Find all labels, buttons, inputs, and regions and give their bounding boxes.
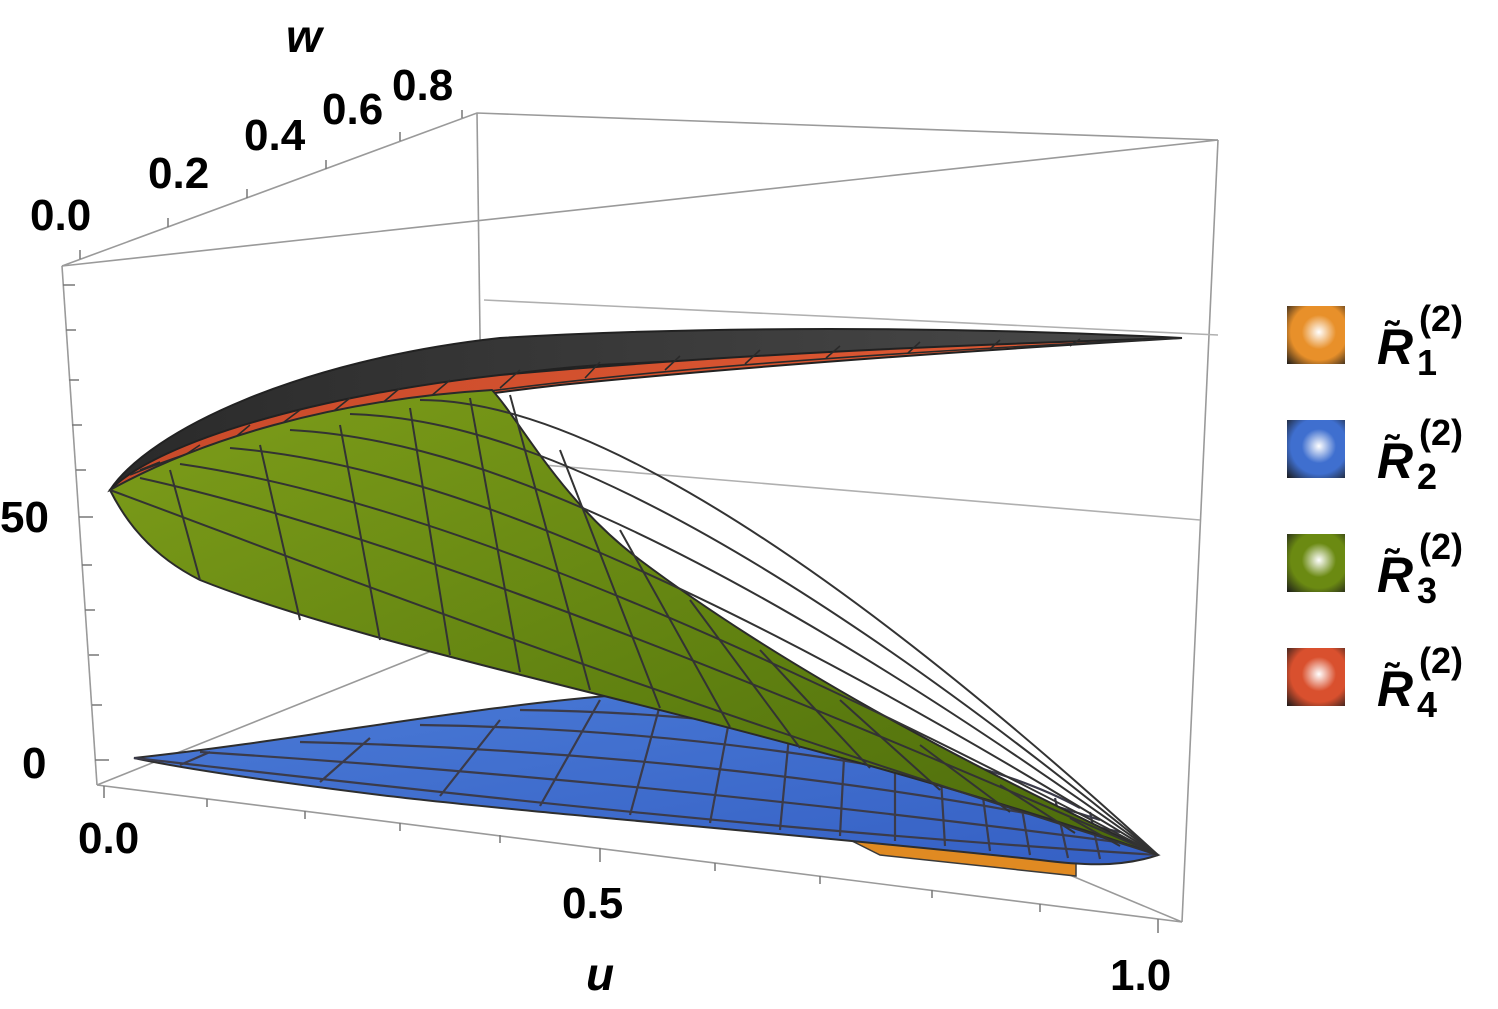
u-axis-ticks [103, 786, 1159, 933]
legend-swatch [1287, 420, 1345, 478]
legend-label-base: R ˜ [1377, 656, 1414, 717]
legend-item: R ˜ (2) 1 [1285, 296, 1490, 410]
legend-label-base: R ˜ [1377, 428, 1414, 489]
w-tick-label: 0.4 [244, 111, 306, 160]
z-tick-label: 50 [0, 493, 49, 542]
w-axis-ticks [79, 110, 463, 259]
surface-plot: 50 0 0.0 0.5 1.0 0.0 0.2 0.4 0.6 0.8 w u [0, 10, 1219, 1000]
w-axis-title: w [286, 10, 325, 62]
legend-label-sup: (2) [1419, 412, 1463, 453]
legend-swatch [1287, 534, 1345, 592]
u-tick-label: 0.0 [78, 814, 139, 863]
w-tick-label: 0.8 [392, 61, 453, 110]
legend-label-sup: (2) [1419, 298, 1463, 339]
legend-label-sup: (2) [1419, 640, 1463, 681]
z-tick-label: 0 [22, 739, 46, 788]
legend-label-base: R ˜ [1377, 314, 1414, 375]
legend-swatch [1287, 306, 1345, 364]
legend-swatch [1287, 648, 1345, 706]
tilde-accent-icon: ˜ [1385, 428, 1399, 472]
u-tick-label: 1.0 [1110, 951, 1171, 1000]
legend-label-sub: 4 [1417, 684, 1438, 725]
legend-label-sub: 3 [1417, 570, 1438, 611]
legend-item: R ˜ (2) 4 [1285, 638, 1490, 752]
legend-label-base: R ˜ [1377, 542, 1414, 603]
w-tick-label: 0.6 [322, 85, 383, 134]
u-tick-label: 0.5 [562, 879, 623, 928]
z-axis-ticks [63, 284, 109, 761]
tilde-accent-icon: ˜ [1385, 314, 1399, 358]
tilde-accent-icon: ˜ [1385, 542, 1399, 586]
tilde-accent-icon: ˜ [1385, 656, 1399, 700]
legend-item: R ˜ (2) 3 [1285, 524, 1490, 638]
legend-item: R ˜ (2) 2 [1285, 410, 1490, 524]
w-tick-label: 0.2 [148, 149, 209, 198]
legend-label-sub: 2 [1417, 456, 1438, 497]
w-tick-label: 0.0 [30, 191, 91, 240]
u-axis-title: u [586, 948, 614, 1000]
legend-label-sub: 1 [1417, 342, 1438, 383]
surface-r3 [108, 388, 1159, 856]
legend-label-sup: (2) [1419, 526, 1463, 567]
legend: R ˜ (2) 1 R ˜ (2) 2 R ˜ (2) 3 R ˜ (2) 4 [1285, 296, 1490, 752]
